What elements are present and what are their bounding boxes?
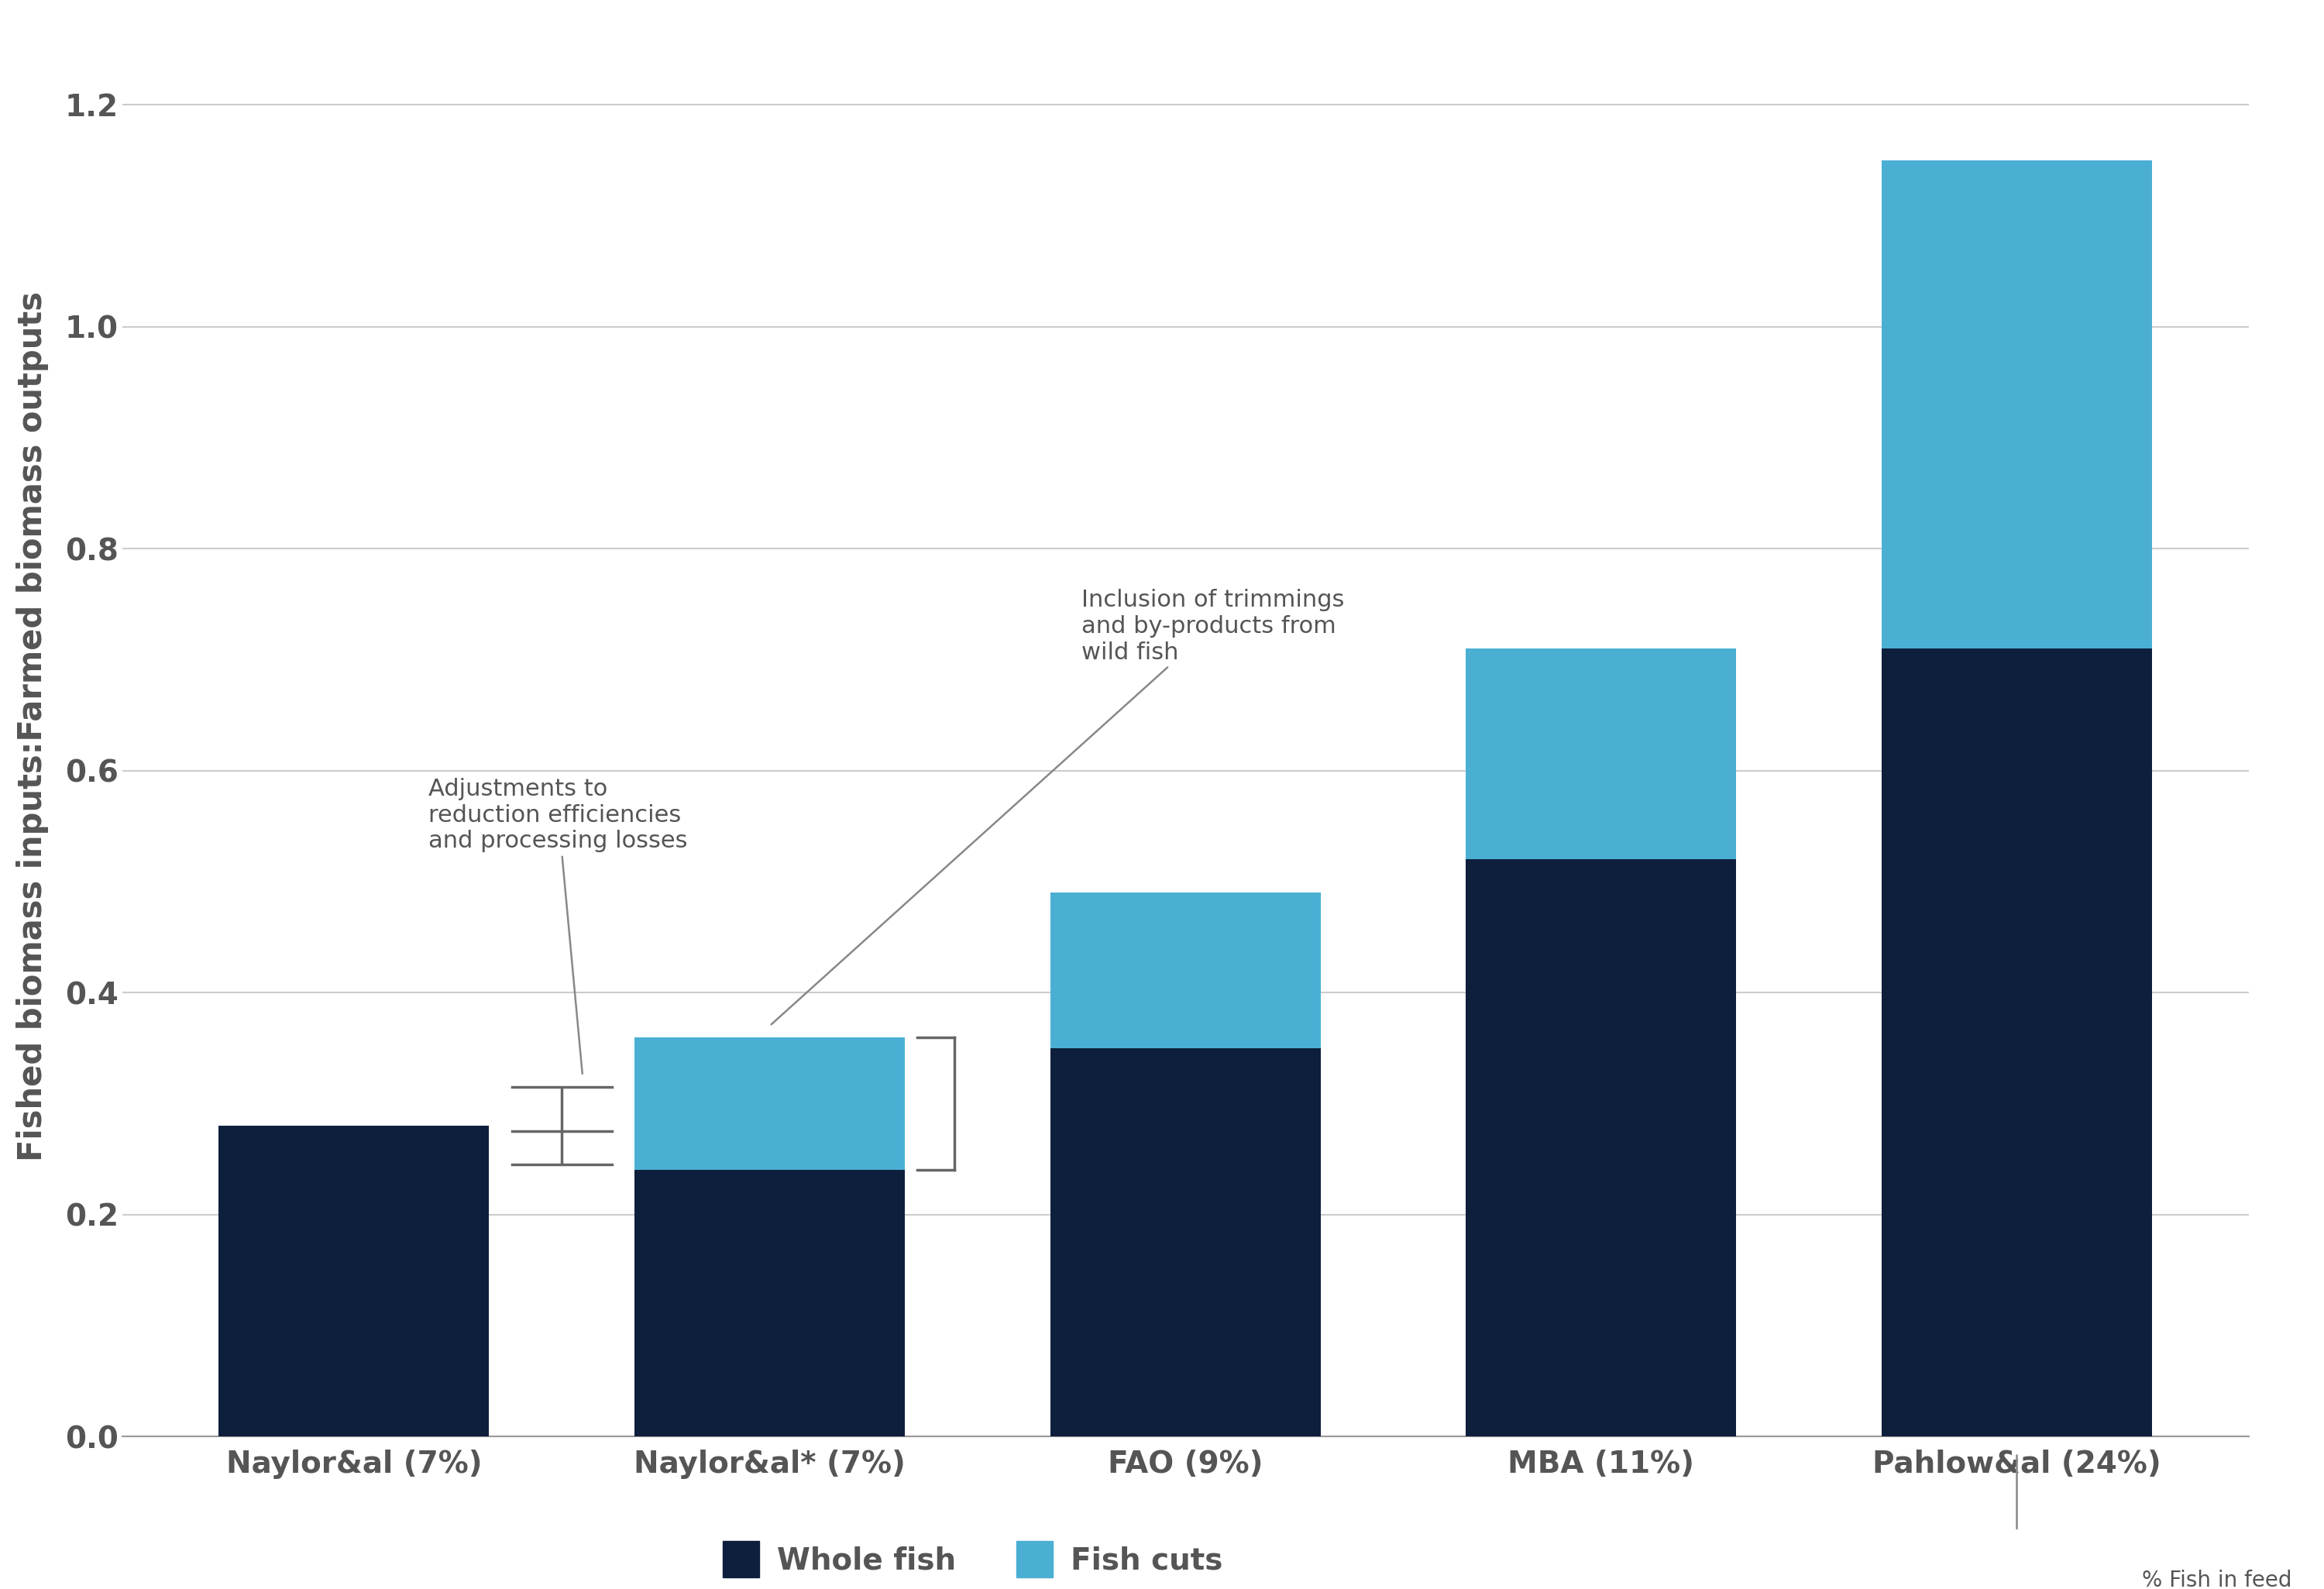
Legend: Whole fish, Fish cuts: Whole fish, Fish cuts [723, 1541, 1222, 1578]
Text: % Fish in feed: % Fish in feed [2143, 1570, 2291, 1589]
Bar [1882, 648, 2152, 1436]
Bar [1050, 893, 1320, 1049]
Y-axis label: Fished biomass inputs:Farmed biomass outputs: Fished biomass inputs:Farmed biomass out… [16, 291, 49, 1162]
Bar [218, 1125, 488, 1436]
Bar [1882, 160, 2152, 648]
Bar [634, 1038, 904, 1170]
Text: Adjustments to
reduction efficiencies
and processing losses: Adjustments to reduction efficiencies an… [428, 777, 688, 1074]
Text: Inclusion of trimmings
and by-products from
wild fish: Inclusion of trimmings and by-products f… [772, 590, 1343, 1025]
Bar [634, 1170, 904, 1436]
Bar [1466, 648, 1736, 860]
Bar [1050, 1049, 1320, 1436]
Bar [1466, 860, 1736, 1436]
